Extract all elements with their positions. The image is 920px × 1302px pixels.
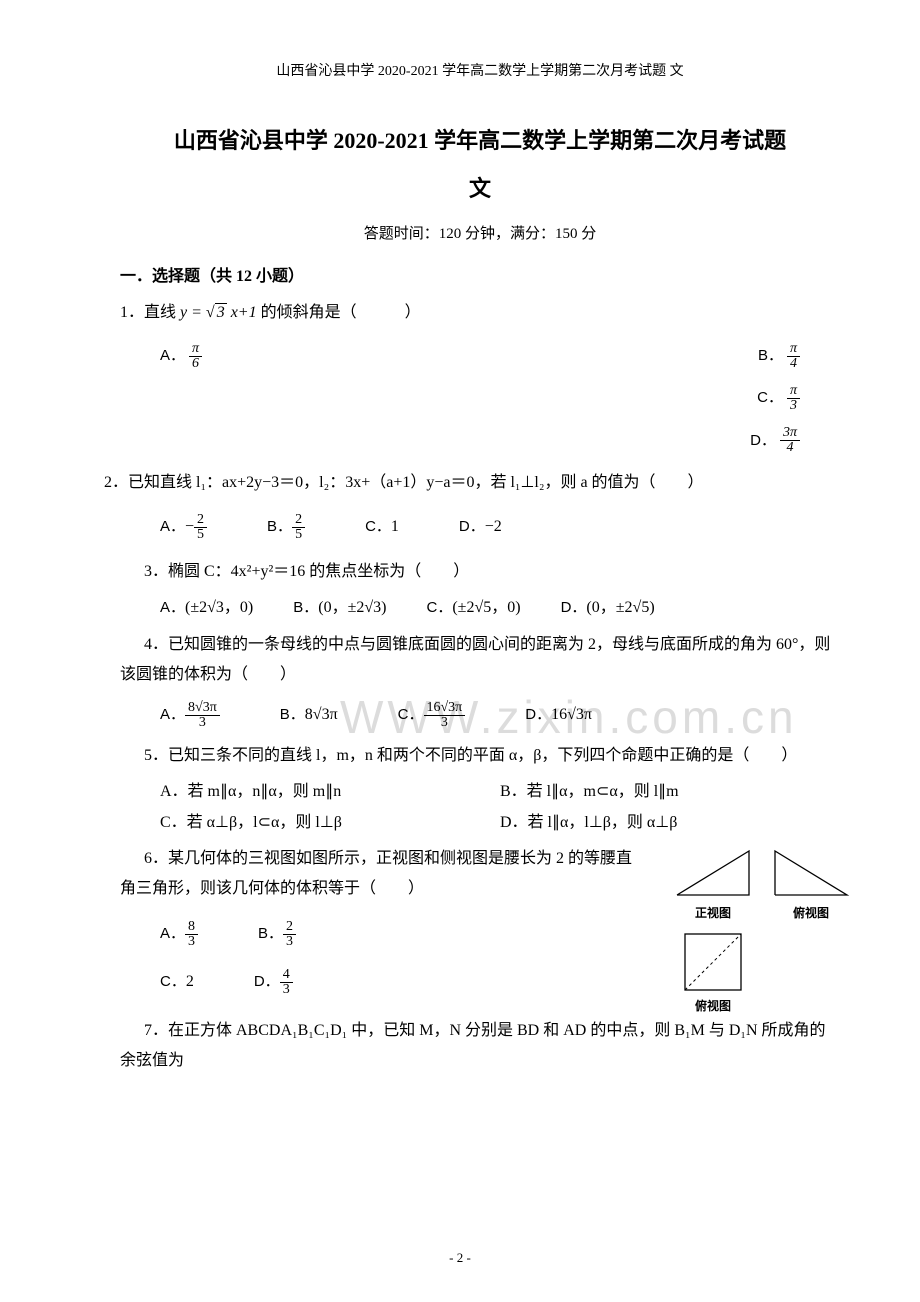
question-5: 5．已知三条不同的直线 l，m，n 和两个不同的平面 α，β，下列四个命题中正确… (120, 741, 840, 771)
q5-option-d: D．若 l∥α，l⊥β，则 α⊥β (500, 808, 840, 838)
q6-option-c: C．2 (160, 967, 194, 997)
q6-option-a: A．83 (160, 919, 198, 949)
page-number: - 2 - (0, 1250, 920, 1266)
exam-meta: 答题时间：120 分钟，满分：150 分 (120, 220, 840, 249)
q5-option-a: A．若 m∥α，n∥α，则 m∥n (160, 777, 500, 807)
q2-option-a: A．−25 (160, 512, 207, 542)
q2-options: A．−25 B．25 C．1 D．−2 (160, 512, 840, 542)
q3-option-d: D．(0，±2√5) (561, 593, 655, 623)
q1-stem-pre: 1．直线 (120, 304, 180, 321)
q5-option-c: C．若 α⊥β，l⊂α，则 l⊥β (160, 808, 500, 838)
section-heading: 一．选择题（共 12 小题） (120, 262, 840, 292)
q1-option-a: A． π6 (160, 341, 620, 371)
q5-options: A．若 m∥α，n∥α，则 m∥n B．若 l∥α，m⊂α，则 l∥m C．若 … (160, 777, 840, 838)
q6-cap-front: 正视图 (670, 902, 756, 925)
running-header: 山西省沁县中学 2020-2021 学年高二数学上学期第二次月考试题 文 (120, 60, 840, 80)
q6-figure: 正视图 俯视图 俯视图 (670, 844, 860, 1018)
q5-option-b: B．若 l∥α，m⊂α，则 l∥m (500, 777, 840, 807)
q6-option-d: D．43 (254, 967, 293, 997)
q3-option-c: C．(±2√5，0) (427, 593, 521, 623)
q3-option-a: A．(±2√3，0) (160, 593, 253, 623)
q4-option-c: C．16√3π3 (398, 700, 466, 730)
q1-option-b: B． π4 (758, 341, 800, 371)
q1-stem-post: 的倾斜角是（ ） (261, 304, 421, 321)
q6-side-view (768, 844, 854, 902)
q6-cap-side: 俯视图 (768, 902, 854, 925)
question-2: 2．已知直线 l₁：ax+2y−3＝0，l₂：3x+（a+1）y−a＝0，若 l… (104, 468, 840, 498)
q4-option-d: D．16√3π (525, 700, 592, 730)
question-6-block: 6．某几何体的三视图如图所示，正视图和侧视图是腰长为 2 的等腰直角三角形，则该… (120, 844, 840, 998)
q6-cap-top: 俯视图 (670, 995, 756, 1018)
q6-front-view (670, 844, 756, 902)
q4-option-b: B．8√3π (280, 700, 338, 730)
page-title: 山西省沁县中学 2020-2021 学年高二数学上学期第二次月考试题 (120, 120, 840, 162)
q3-options: A．(±2√3，0) B．(0，±2√3) C．(±2√5，0) D．(0，±2… (160, 593, 840, 623)
page-subtitle: 文 (120, 168, 840, 210)
question-1: 1．直线 y = 3 x+1 的倾斜角是（ ） (120, 298, 840, 328)
q3-option-b: B．(0，±2√3) (293, 593, 386, 623)
q4-option-a: A．8√3π3 (160, 700, 220, 730)
option-label: A． (160, 347, 185, 364)
question-3: 3．椭圆 C：4x²+y²＝16 的焦点坐标为（ ） (120, 557, 840, 587)
q1-option-d: D． 3π4 (750, 426, 800, 456)
q6-top-view (670, 929, 756, 995)
q1-option-c: C． π3 (757, 383, 800, 413)
q4-options: A．8√3π3 B．8√3π C．16√3π3 D．16√3π (160, 700, 840, 730)
q1-math: y = 3 x+1 (180, 304, 257, 321)
question-4: 4．已知圆锥的一条母线的中点与圆锥底面圆的圆心间的距离为 2，母线与底面所成的角… (120, 630, 840, 691)
question-7: 7．在正方体 ABCDA₁B₁C₁D₁ 中，已知 M，N 分别是 BD 和 AD… (120, 1016, 840, 1077)
q2-option-d: D．−2 (459, 512, 502, 542)
q2-option-b: B．25 (267, 512, 305, 542)
q2-option-c: C．1 (365, 512, 399, 542)
q6-option-b: B．23 (258, 919, 296, 949)
